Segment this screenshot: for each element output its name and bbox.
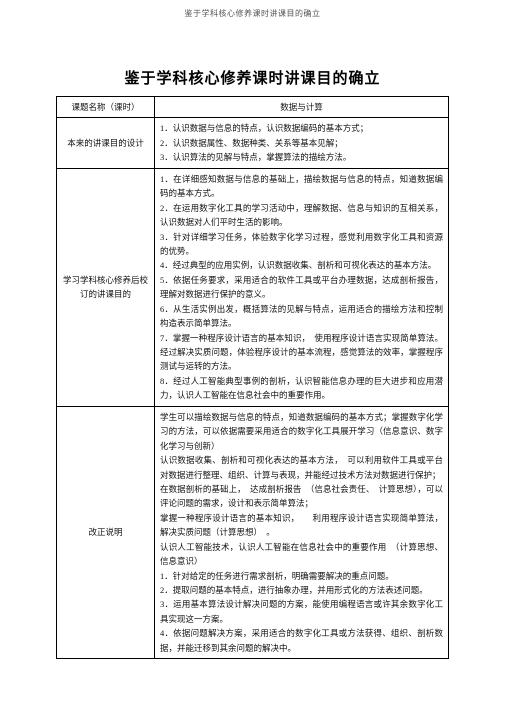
doc-title: 鉴于学科核心修养课时讲课目的确立 <box>56 67 449 88</box>
text-line: 认识人工智能技术，认识人工智能在信息社会中的重要作用 （计算思想、信息意识） <box>160 540 443 569</box>
text-line: 2．提取问题的基本特点，进行抽象办理，并用形式化的方法表述问题。 <box>160 583 443 597</box>
text-line: 8．经过人工智能典型事例的剖析，认识智能信息办理的巨大进步和应用潜力，认识人工智… <box>160 374 443 403</box>
table-row-revised: 学习学科核心修养后校订的讲课目的 1．在详细感知数据与信息的基础上，描绘数据与信… <box>57 168 449 406</box>
text-line: 4．依据问题解决方案，采用适合的数字化工具或方法获得、组织、剖析数据，并能迁移到… <box>160 626 443 655</box>
text-line: 3．认识算法的见解与特点，掌握算法的描绘方法。 <box>160 150 443 164</box>
document-body: 鉴于学科核心修养课时讲课目的确立 课题名称（课时） 数据与计算 本来的讲课目的设… <box>0 19 505 659</box>
row2-label: 学习学科核心修养后校订的讲课目的 <box>57 168 155 406</box>
row3-body: 学生可以描绘数据与信息的特点，知道数据编码的基本方式；掌握数字化学习的方法，可以… <box>155 406 449 658</box>
text-line: 1．针对给定的任务进行需求剖析，明确需要解决的重点问题。 <box>160 569 443 583</box>
row3-label: 改正说明 <box>57 406 155 658</box>
text-line: 3．运用基本算法设计解决问题的方案，能使用编程语言或许其余数字化工具实现这一方案… <box>160 597 443 626</box>
text-line: 3．针对详细学习任务，体验数字化学习过程，感觉利用数字化工具和资源的优势。 <box>160 230 443 259</box>
text-line: 2．在运用数字化工具的学习活动中，理解数据、信息与知识的互相关系，认识数据对人们… <box>160 201 443 230</box>
text-line: 2．认识数据属性、数据种类、关系等基本见解； <box>160 136 443 150</box>
text-line: 4．经过典型的应用实例，认识数据收集、剖析和可视化表达的基本方法。 <box>160 258 443 272</box>
row1-label: 本来的讲课目的设计 <box>57 118 155 168</box>
text-line: 在数据剖析的基础上， 达成剖析报告 （信息社会责任、 计算思想），可以评论问题的… <box>160 482 443 511</box>
text-line: 学生可以描绘数据与信息的特点，知道数据编码的基本方式；掌握数字化学习的方法，可以… <box>160 410 443 453</box>
table-row-explanation: 改正说明 学生可以描绘数据与信息的特点，知道数据编码的基本方式；掌握数字化学习的… <box>57 406 449 658</box>
text-line: 掌握一种程序设计语言的基本知识， 利用程序设计语言实现简单算法，解决实质问题（计… <box>160 511 443 540</box>
text-line: 7．掌握一种程序设计语言的基本知识， 使用程序设计语言实现简单算法。经过解决实质… <box>160 331 443 374</box>
row2-body: 1．在详细感知数据与信息的基础上，描绘数据与信息的特点，知道数据编码的基本方式。… <box>155 168 449 406</box>
page-header: 鉴于学科核心修养课时讲课目的确立 <box>0 0 505 19</box>
text-line: 6．从生活实例出发，概括算法的见解与特点，运用适合的描绘方法和控制构造表示简单算… <box>160 302 443 331</box>
header-right: 数据与计算 <box>155 97 449 118</box>
text-line: 1．在详细感知数据与信息的基础上，描绘数据与信息的特点，知道数据编码的基本方式。 <box>160 172 443 201</box>
table-header-row: 课题名称（课时） 数据与计算 <box>57 97 449 118</box>
text-line: 认识数据收集、剖析和可视化表达的基本方法， 可以利用软件工具或平台对数据进行整理… <box>160 453 443 482</box>
main-table: 课题名称（课时） 数据与计算 本来的讲课目的设计 1．认识数据与信息的特点，认识… <box>56 96 449 659</box>
row1-body: 1．认识数据与信息的特点，认识数据编码的基本方式；2．认识数据属性、数据种类、关… <box>155 118 449 168</box>
header-left: 课题名称（课时） <box>57 97 155 118</box>
text-line: 1．认识数据与信息的特点，认识数据编码的基本方式； <box>160 121 443 135</box>
table-row-original: 本来的讲课目的设计 1．认识数据与信息的特点，认识数据编码的基本方式；2．认识数… <box>57 118 449 168</box>
text-line: 5．依据任务要求，采用适合的软件工具或平台办理数据，达成剖析报告，理解对数据进行… <box>160 273 443 302</box>
